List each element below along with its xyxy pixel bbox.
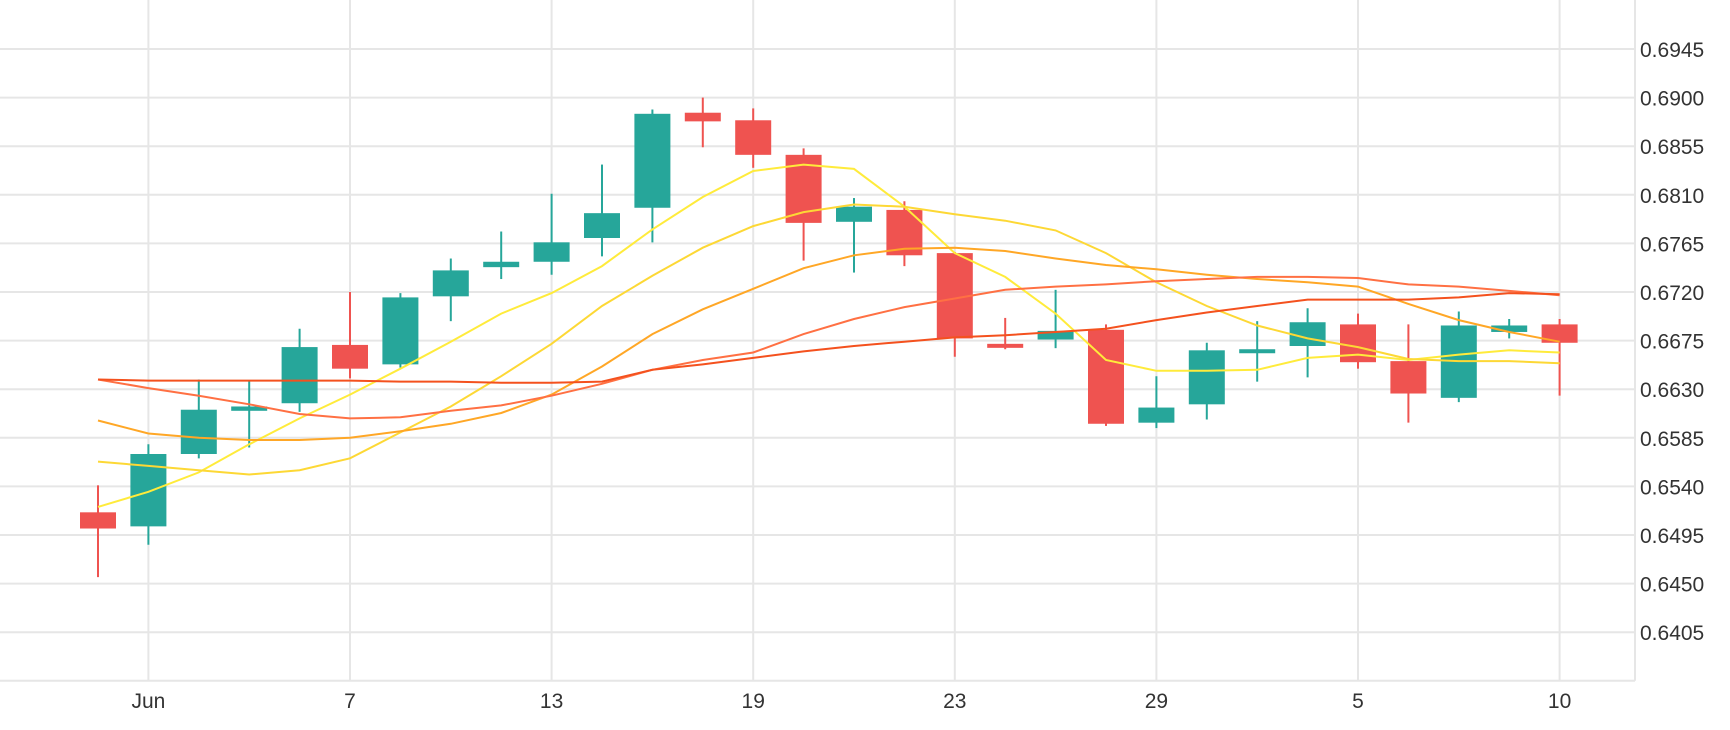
candle-up (180, 379, 217, 459)
candle-body (1541, 324, 1578, 343)
candle-body (987, 343, 1024, 348)
candle-up (634, 109, 671, 243)
y-tick-label: 0.6450 (1640, 574, 1704, 597)
candle-up (1138, 376, 1175, 429)
candle-body (1239, 349, 1276, 354)
candle-body (1289, 322, 1326, 346)
candle-down (1340, 313, 1376, 369)
candle-down (332, 292, 368, 379)
y-tick-label: 0.6855 (1640, 136, 1704, 159)
y-tick-label: 0.6585 (1640, 428, 1704, 451)
candle-body (735, 120, 772, 155)
candle-body (533, 242, 570, 262)
candle-body (634, 113, 671, 208)
candle-down (735, 108, 772, 168)
candle-up (281, 328, 318, 412)
y-tick-label: 0.6810 (1640, 185, 1704, 208)
candle-up (382, 293, 419, 368)
moving-average-line (97, 246, 1560, 441)
candle-down (886, 201, 923, 267)
y-tick-label: 0.6765 (1640, 233, 1704, 256)
candle-down (1088, 324, 1124, 426)
candle-body (1138, 407, 1175, 423)
candle-body (684, 112, 721, 122)
y-tick-label: 0.6495 (1640, 525, 1704, 548)
moving-average-line (97, 275, 1560, 420)
candle-up (1188, 342, 1225, 420)
candle-body (1037, 330, 1074, 340)
candle-up (432, 258, 469, 322)
x-tick-label: Jun (131, 690, 165, 713)
x-tick-label: 29 (1145, 690, 1168, 713)
x-axis: Jun 7 13 19 23 29 5 10 (131, 690, 1571, 713)
x-tick-label: 7 (344, 690, 356, 713)
candle-body (1088, 329, 1124, 424)
candle-body (382, 297, 419, 365)
y-tick-label: 0.6675 (1640, 331, 1704, 354)
candle-body (1390, 361, 1427, 394)
grid (0, 0, 1636, 682)
candle-body (432, 270, 469, 297)
y-tick-label: 0.6630 (1640, 379, 1704, 402)
y-tick-label: 0.6720 (1640, 282, 1704, 305)
candle-body (836, 206, 872, 222)
candle-up (1289, 308, 1326, 378)
candle-body (1188, 350, 1225, 405)
x-tick-label: 5 (1352, 690, 1364, 713)
candle-up (1239, 321, 1276, 382)
x-tick-label: 10 (1548, 690, 1571, 713)
candle-body (231, 406, 268, 411)
candle-up (231, 380, 268, 448)
x-tick-label: 13 (540, 690, 563, 713)
candle-body (332, 344, 368, 369)
candle-down (1541, 319, 1578, 396)
moving-average-line (97, 292, 1560, 384)
candle-up (533, 193, 570, 275)
moving-average-line (97, 203, 1560, 476)
x-tick-label: 23 (943, 690, 966, 713)
candle-body (281, 347, 318, 404)
candle-up (483, 231, 520, 280)
moving-average-lines (97, 163, 1560, 508)
y-axis: 0.6945 0.6900 0.6855 0.6810 0.6765 0.6720 0.66… (1640, 39, 1704, 645)
candle-up (130, 444, 167, 545)
candle-body (584, 213, 620, 238)
candle-up (1491, 319, 1528, 339)
candle-body (180, 409, 217, 454)
y-tick-label: 0.6405 (1640, 622, 1704, 645)
candle-down (684, 97, 721, 148)
candle-body (80, 512, 116, 529)
candles (80, 97, 1578, 578)
y-tick-label: 0.6945 (1640, 39, 1704, 62)
candle-down (987, 317, 1024, 350)
candle-up (584, 164, 620, 257)
moving-average-line (97, 163, 1560, 508)
x-tick-label: 19 (742, 690, 765, 713)
y-tick-label: 0.6540 (1640, 476, 1704, 499)
candle-up (1037, 289, 1074, 349)
y-tick-label: 0.6900 (1640, 88, 1704, 111)
candle-body (483, 261, 520, 268)
candle-down (1390, 324, 1427, 423)
candle-up (836, 198, 872, 273)
candle-down (80, 485, 116, 578)
candle-body (1491, 325, 1528, 332)
